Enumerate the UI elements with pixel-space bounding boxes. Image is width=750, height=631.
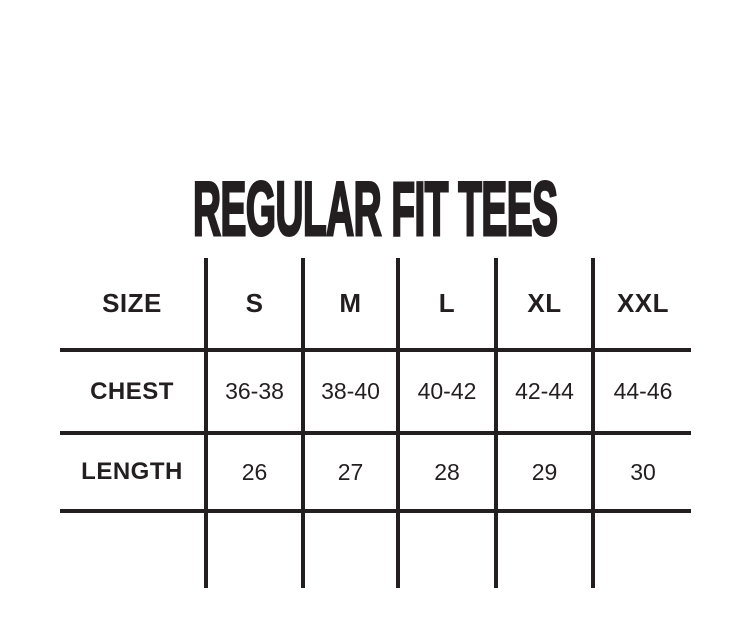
size-table: SIZE S M L XL XXL CHEST 36-38 38-40 40-4… bbox=[60, 258, 691, 588]
length-value-xl: 29 bbox=[498, 435, 595, 513]
chest-value-xl: 42-44 bbox=[498, 352, 595, 435]
table-cell-empty bbox=[595, 513, 691, 588]
column-header-size: SIZE bbox=[60, 258, 208, 352]
row-label-chest: CHEST bbox=[60, 352, 208, 435]
column-header-xl: XL bbox=[498, 258, 595, 352]
table-cell-empty bbox=[400, 513, 498, 588]
column-header-l: L bbox=[400, 258, 498, 352]
row-label-length: LENGTH bbox=[60, 435, 208, 513]
column-header-xxl: XXL bbox=[595, 258, 691, 352]
column-header-m: M bbox=[305, 258, 400, 352]
length-value-xxl: 30 bbox=[595, 435, 691, 513]
length-value-l: 28 bbox=[400, 435, 498, 513]
table-cell-empty bbox=[208, 513, 305, 588]
chest-value-s: 36-38 bbox=[208, 352, 305, 435]
column-header-s: S bbox=[208, 258, 305, 352]
length-value-m: 27 bbox=[305, 435, 400, 513]
table-cell-empty bbox=[498, 513, 595, 588]
table-cell-empty bbox=[60, 513, 208, 588]
length-value-s: 26 bbox=[208, 435, 305, 513]
chest-value-m: 38-40 bbox=[305, 352, 400, 435]
chest-value-l: 40-42 bbox=[400, 352, 498, 435]
table-cell-empty bbox=[305, 513, 400, 588]
chest-value-xxl: 44-46 bbox=[595, 352, 691, 435]
title-row: REGULAR FIT TEES bbox=[0, 160, 750, 260]
page-title: REGULAR FIT TEES bbox=[192, 167, 558, 252]
